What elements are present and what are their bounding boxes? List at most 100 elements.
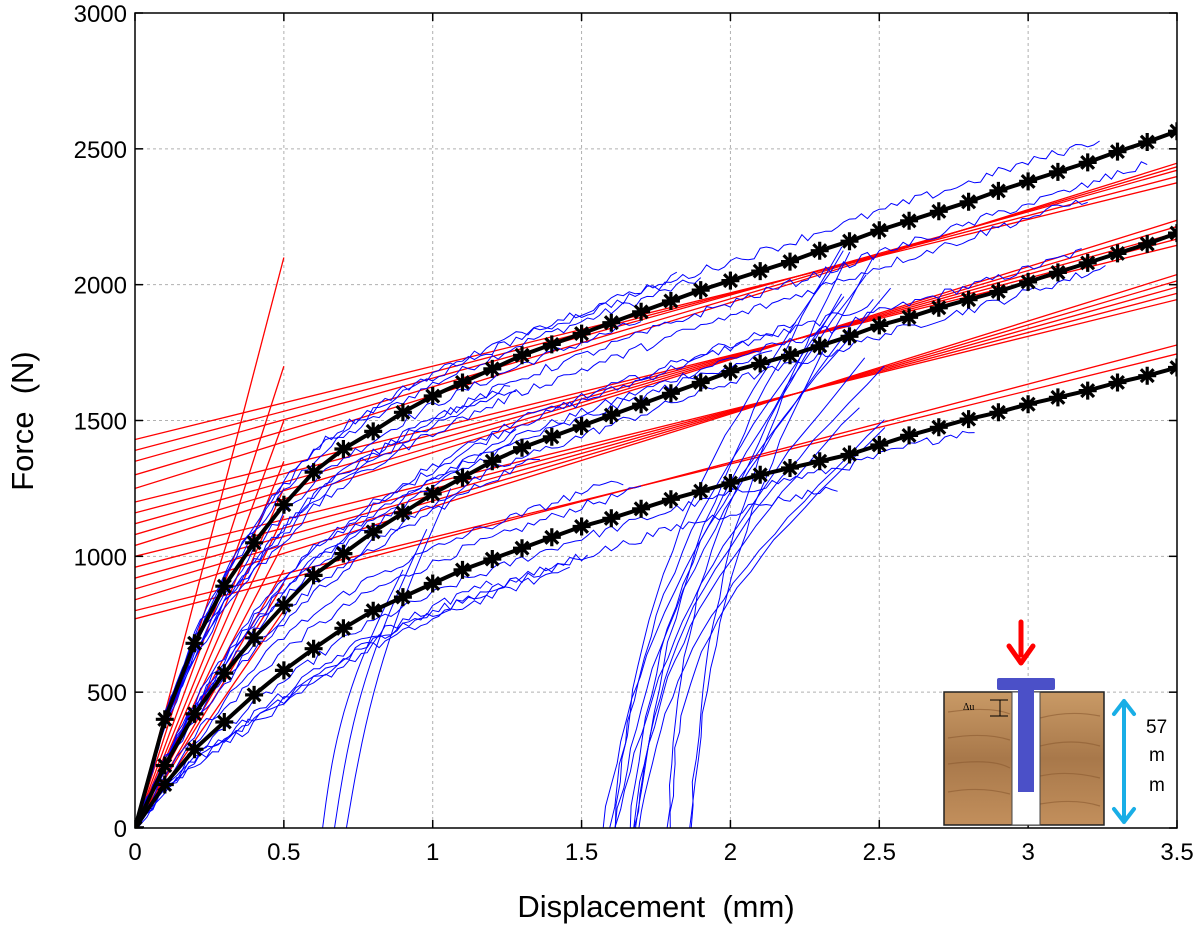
y-tick-label: 1500 (74, 409, 127, 436)
unloading-curve (602, 287, 891, 828)
y-tick-label: 2500 (74, 137, 127, 164)
star-marker (423, 484, 442, 503)
star-marker (929, 298, 948, 317)
star-marker (721, 474, 740, 492)
raw-test-curve (135, 277, 702, 827)
star-marker (572, 324, 591, 343)
plot-area (135, 122, 1177, 828)
plastic-fit-line (135, 344, 1177, 620)
raw-test-curve (135, 161, 1148, 828)
star-marker (334, 544, 353, 563)
star-marker (661, 490, 680, 509)
star-marker (364, 601, 383, 620)
star-marker (215, 713, 234, 731)
raw-test-curve (135, 140, 1100, 828)
inset-load-arrow (1006, 619, 1036, 666)
star-marker (721, 271, 740, 290)
star-marker (840, 327, 859, 346)
star-marker (423, 387, 442, 405)
plastic-fit-line (135, 286, 1177, 579)
star-marker (1048, 162, 1067, 181)
star-marker (304, 639, 323, 658)
x-tick-label: 2 (724, 839, 737, 866)
plastic-fit-line (135, 169, 1177, 462)
plastic-fit-line (135, 238, 1177, 514)
specimen-inset: Δu 57 m m (943, 619, 1167, 826)
plastic-fit-line (135, 298, 1177, 557)
raw-test-curve (135, 428, 517, 828)
star-marker (513, 539, 531, 558)
star-marker (364, 522, 383, 541)
raw-test-curve (135, 321, 797, 826)
plastic-fit-line (135, 273, 1177, 601)
raw-test-curve (136, 458, 540, 828)
star-marker (1019, 395, 1038, 414)
star-marker (870, 221, 889, 240)
x-tick-label: 1.5 (565, 839, 598, 866)
star-marker (661, 384, 680, 403)
unloading-curve (614, 357, 866, 828)
star-marker (364, 422, 383, 441)
star-marker (185, 634, 204, 653)
star-marker (274, 596, 293, 615)
unloading-curve (690, 251, 851, 828)
star-marker (483, 359, 502, 378)
unloading-curve (334, 528, 428, 828)
y-tick-label: 500 (87, 680, 127, 707)
star-marker (423, 574, 442, 593)
raw-test-curve (135, 199, 1088, 828)
unloading-curve (345, 488, 452, 828)
star-marker (542, 427, 561, 446)
star-marker (989, 181, 1008, 200)
inset-wood-grain (947, 708, 1101, 807)
star-marker (1048, 388, 1067, 407)
star-marker (602, 313, 621, 332)
star-marker (632, 395, 651, 414)
star-marker (155, 756, 174, 775)
plastic-fit-line (135, 175, 1177, 452)
star-marker (959, 290, 978, 309)
star-marker (274, 661, 293, 680)
raw-test-curve (135, 271, 678, 825)
star-marker (393, 503, 412, 522)
star-marker (781, 346, 799, 365)
star-marker (602, 509, 621, 528)
star-marker (542, 335, 561, 354)
plastic-fit-line (135, 219, 1177, 547)
star-marker (304, 566, 323, 585)
star-marker (274, 495, 293, 514)
star-marker (453, 560, 472, 579)
star-marker (334, 440, 353, 458)
plastic-fit-line (135, 225, 1177, 536)
star-marker (840, 445, 859, 464)
star-marker (840, 232, 859, 251)
star-marker (989, 403, 1008, 422)
star-marker (483, 550, 502, 568)
star-marker (691, 482, 710, 501)
star-marker (572, 416, 591, 435)
star-marker (513, 438, 531, 457)
star-marker (721, 362, 740, 381)
inset-dimension-arrow (1112, 699, 1136, 824)
star-marker (245, 685, 264, 704)
star-marker (959, 192, 978, 211)
star-marker (632, 499, 651, 518)
x-tick-label: 3.5 (1160, 839, 1193, 866)
star-marker (1108, 142, 1127, 161)
inset-pin-shaft (1018, 690, 1034, 792)
y-tick-label: 0 (114, 816, 127, 843)
star-marker (215, 577, 234, 596)
raw-test-curve (135, 265, 1106, 828)
star-marker (393, 588, 412, 607)
inset-dim-label-m2: m (1149, 775, 1165, 796)
star-marker (334, 619, 353, 638)
star-marker (453, 373, 472, 392)
y-axis-title: Force (N) (5, 351, 40, 491)
star-marker (1078, 253, 1097, 272)
raw-test-curve (135, 553, 588, 828)
x-tick-label: 3 (1021, 839, 1034, 866)
inset-dim-label-m1: m (1149, 745, 1165, 766)
star-marker (751, 262, 770, 281)
star-marker (572, 517, 591, 536)
